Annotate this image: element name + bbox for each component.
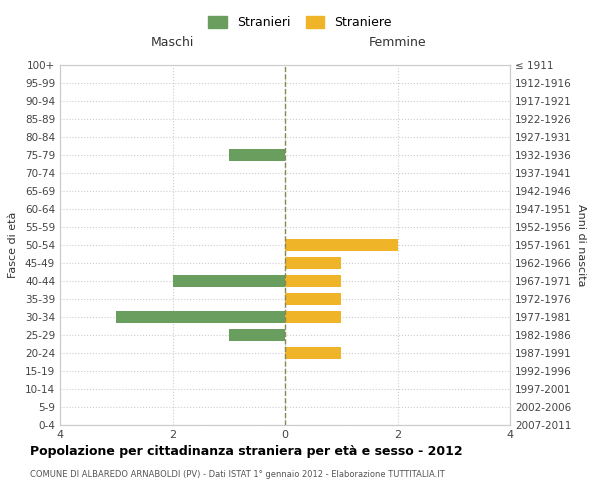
Bar bbox=[285, 293, 341, 305]
Y-axis label: Anni di nascita: Anni di nascita bbox=[575, 204, 586, 286]
Bar bbox=[285, 347, 341, 359]
Bar bbox=[285, 275, 341, 287]
Bar bbox=[285, 239, 398, 251]
Text: Maschi: Maschi bbox=[151, 36, 194, 49]
Bar bbox=[285, 311, 341, 323]
Bar bbox=[229, 149, 285, 161]
Text: Femmine: Femmine bbox=[368, 36, 427, 49]
Bar bbox=[173, 275, 285, 287]
Text: COMUNE DI ALBAREDO ARNABOLDI (PV) - Dati ISTAT 1° gennaio 2012 - Elaborazione TU: COMUNE DI ALBAREDO ARNABOLDI (PV) - Dati… bbox=[30, 470, 445, 479]
Bar bbox=[116, 311, 285, 323]
Legend: Stranieri, Straniere: Stranieri, Straniere bbox=[203, 11, 397, 34]
Bar bbox=[285, 257, 341, 269]
Bar bbox=[229, 329, 285, 341]
Text: Popolazione per cittadinanza straniera per età e sesso - 2012: Popolazione per cittadinanza straniera p… bbox=[30, 445, 463, 458]
Y-axis label: Fasce di età: Fasce di età bbox=[8, 212, 18, 278]
